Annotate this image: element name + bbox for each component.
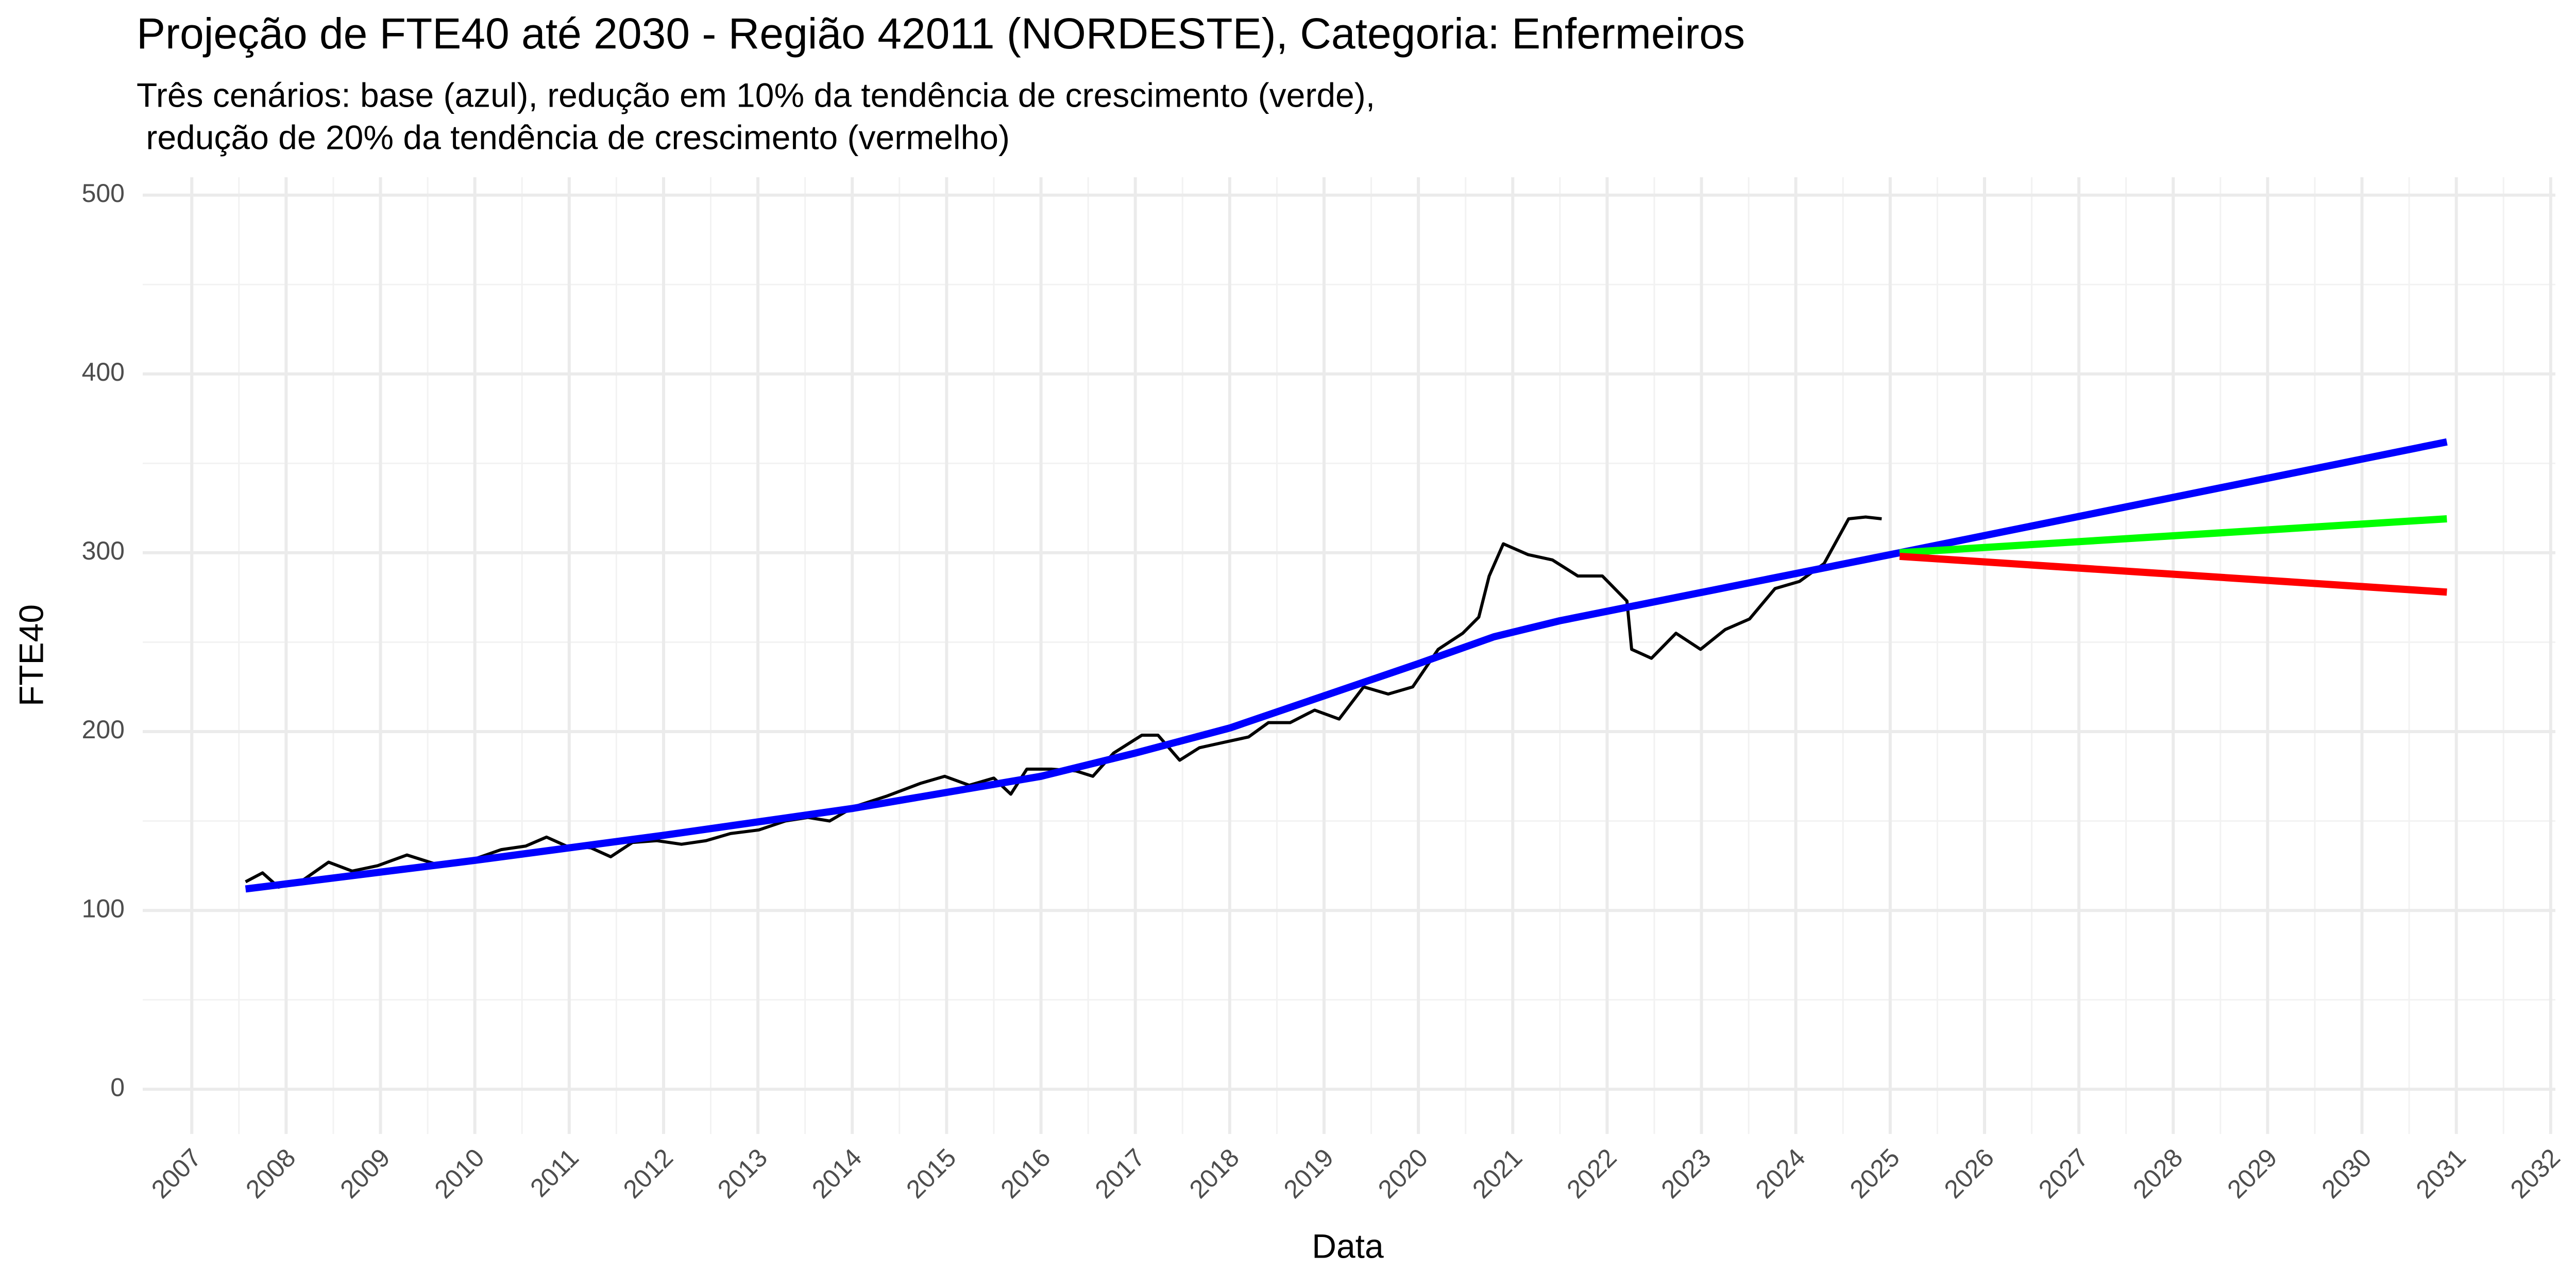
y-tick-label: 500 [82,179,125,208]
y-tick-label: 400 [82,358,125,386]
series-line [245,438,2448,893]
x-axis-title: Data [1312,1227,1384,1265]
series-line [1899,515,2447,556]
chart-subtitle: Três cenários: base (azul), redução em 1… [137,76,1375,114]
y-tick-label: 0 [110,1073,125,1101]
chart-title: Projeção de FTE40 até 2030 - Região 4201… [137,9,1745,58]
y-tick-label: 100 [82,894,125,923]
y-tick-label: 200 [82,715,125,744]
chart-subtitle: redução de 20% da tendência de crescimen… [137,118,1010,156]
series-line [1899,552,2447,596]
y-axis-title: FTE40 [12,604,50,706]
y-tick-label: 300 [82,536,125,565]
